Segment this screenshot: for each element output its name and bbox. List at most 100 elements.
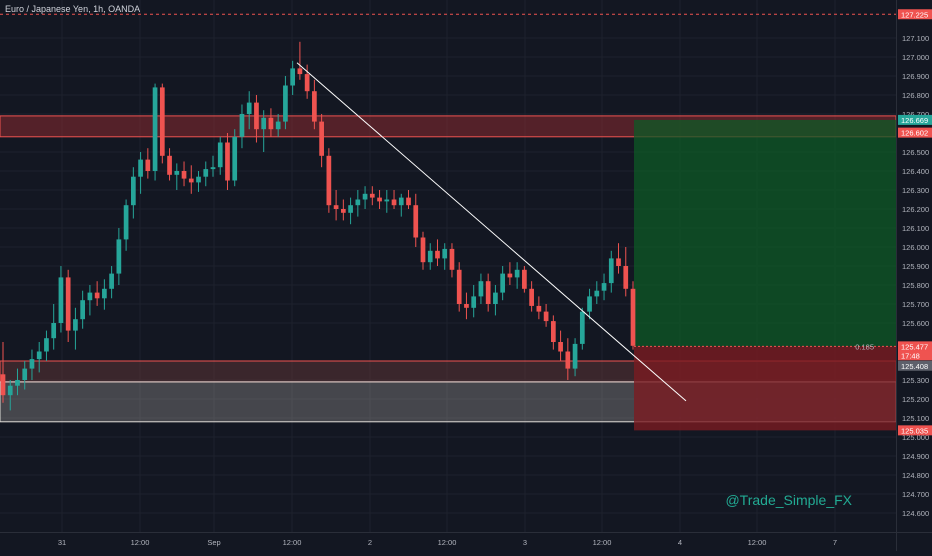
candle-body	[536, 305, 542, 312]
candle-body	[442, 248, 448, 259]
price-tick-label: 126.000	[902, 243, 929, 252]
candle-body	[500, 273, 506, 293]
time-axis[interactable]: 31 12:00 Sep 12:00 2 12:00 3 12:00 4 12:00 7	[0, 532, 896, 551]
candle-body	[217, 142, 223, 168]
price-badge-label: 127.225	[901, 10, 928, 19]
candle-body	[203, 169, 209, 177]
candle-body	[608, 258, 614, 284]
price-axis[interactable]: 127.100 127.000 126.900 126.800 126.700 126.5…	[896, 0, 932, 532]
candle-body	[543, 311, 549, 322]
candle-body	[384, 199, 390, 202]
candle-body	[449, 248, 455, 270]
price-tick-label: 127.100	[902, 34, 929, 43]
candle-body	[123, 205, 129, 240]
price-tick-label: 125.300	[902, 376, 929, 385]
candle-body	[471, 296, 477, 308]
time-tick-label: 12:00	[283, 538, 302, 547]
candle-body	[478, 281, 484, 297]
price-badge	[898, 350, 932, 361]
candle-body	[420, 237, 426, 263]
candle-body	[7, 385, 13, 396]
candle-body	[326, 155, 332, 206]
candle-body	[225, 142, 230, 181]
time-tick-label: Sep	[207, 538, 220, 547]
price-tick-label: 124.700	[902, 490, 929, 499]
time-tick-label: 12:00	[748, 538, 767, 547]
candle-body	[22, 368, 28, 380]
time-tick-label: 12:00	[438, 538, 457, 547]
price-badge-label: 125.035	[901, 426, 928, 435]
candle-body	[616, 258, 621, 266]
symbol-legend[interactable]: Euro / Japanese Yen, 1h, OANDA	[5, 4, 141, 14]
candle-body	[312, 91, 317, 122]
candle-body	[210, 167, 216, 170]
watermark-text: @Trade_Simple_FX	[725, 492, 852, 508]
candle-body	[391, 199, 397, 206]
candle-body	[246, 102, 252, 114]
candle-body	[44, 338, 49, 352]
price-badge-label: 126.669	[901, 116, 928, 125]
price-badge-label: 17:48	[901, 351, 920, 360]
price-tick-label: 125.000	[902, 433, 929, 442]
price-tick-label: 124.600	[902, 509, 929, 518]
chart-pane[interactable]: 0.185 Euro / Japanese Yen, 1h, OANDA @Tr…	[0, 0, 896, 532]
candle-body	[152, 87, 158, 171]
candlestick-chart[interactable]: 0.185	[0, 0, 896, 532]
candle-body	[369, 193, 375, 198]
price-tick-label: 124.800	[902, 471, 929, 480]
candle-body	[275, 121, 281, 130]
candle-body	[507, 273, 513, 278]
candle-body	[109, 273, 114, 289]
candle-body	[529, 288, 534, 306]
candle-body	[232, 136, 238, 181]
candle-body	[319, 121, 324, 156]
time-tick-label: 31	[58, 538, 66, 547]
axis-corner	[896, 532, 932, 551]
candle-body	[579, 311, 585, 344]
candle-body	[522, 269, 527, 289]
candle-body	[485, 281, 491, 304]
candle-body	[550, 321, 556, 342]
price-badge-label: 125.477	[901, 342, 928, 351]
candle-body	[36, 351, 42, 360]
candle-body	[377, 197, 382, 202]
time-tick-label: 12:00	[131, 538, 150, 547]
candle-body	[239, 114, 245, 137]
price-tick-label: 126.400	[902, 167, 929, 176]
time-tick-label: 4	[678, 538, 682, 547]
profit-zone	[634, 119, 896, 347]
price-badge	[898, 425, 932, 436]
price-badge-label: 126.602	[901, 129, 928, 138]
candle-body	[283, 85, 288, 122]
price-badge	[898, 341, 932, 352]
candle-body	[340, 209, 346, 213]
candle-body	[565, 351, 571, 369]
price-tick-label: 126.900	[902, 72, 929, 81]
candle-body	[587, 296, 592, 312]
candle-body	[188, 178, 194, 183]
price-tick-label: 127.000	[902, 53, 929, 62]
candle-body	[355, 199, 361, 206]
price-tick-label: 125.100	[902, 414, 929, 423]
candle-body	[493, 292, 498, 304]
candle-body	[254, 102, 259, 130]
price-tick-label: 125.800	[902, 281, 929, 290]
time-axis-labels: 31 12:00 Sep 12:00 2 12:00 3 12:00 4 12:00 7	[58, 538, 837, 547]
candle-body	[435, 250, 440, 259]
candle-body	[630, 288, 636, 346]
price-tick-label: 126.100	[902, 224, 929, 233]
candle-body	[102, 288, 107, 299]
candle-body	[167, 155, 172, 175]
price-badge	[898, 114, 932, 125]
position-label: 0.185	[855, 342, 874, 351]
candle-body	[427, 250, 433, 263]
candle-body	[0, 374, 6, 396]
candle-body	[174, 171, 180, 175]
price-badge	[898, 9, 932, 20]
price-badge	[898, 360, 932, 371]
price-axis-labels: 127.100 127.000 126.900 126.800 126.700 126.5…	[898, 9, 932, 518]
time-tick-label: 7	[833, 538, 837, 547]
candle-body	[464, 304, 469, 308]
candle-body	[572, 343, 578, 369]
candle-body	[145, 159, 151, 171]
